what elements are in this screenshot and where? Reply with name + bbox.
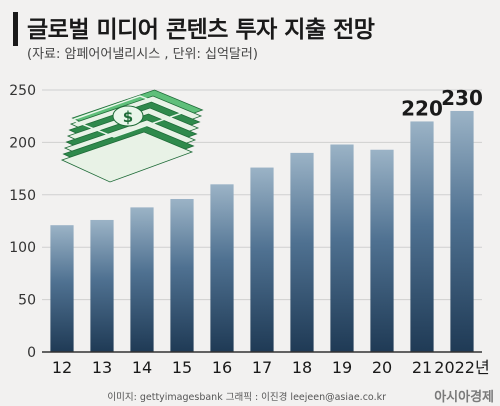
x-tick-label: 14 [132, 358, 152, 377]
bar [210, 184, 234, 352]
image-credit: 이미지: gettyimagesbank 그래픽 : 이진경 leejeen@a… [107, 392, 386, 403]
y-tick-label: 200 [9, 135, 36, 151]
x-tick-label: 19 [332, 358, 352, 377]
money-bill [60, 131, 194, 183]
x-tick-label: 15 [172, 358, 192, 377]
money-stack-icon: $ [60, 89, 204, 183]
brand-logo: 아시아경제 [434, 390, 494, 405]
x-tick-label: 2022년 [434, 358, 489, 377]
bar-chart: $ 0 50 100 150 200 250 12 13 14 15 16 17 18 19 20 21 22… [9, 83, 489, 377]
x-tick-label: 18 [292, 358, 312, 377]
x-tick-label: 20 [372, 358, 392, 377]
data-label: 220 [401, 96, 443, 120]
bar [290, 152, 314, 352]
footer: 이미지: gettyimagesbank 그래픽 : 이진경 leejeen@a… [0, 384, 500, 406]
bar [130, 207, 154, 352]
x-tick-label: 21 [412, 358, 432, 377]
bar [50, 225, 74, 352]
money-bill-border [69, 95, 185, 138]
x-tick-label: 12 [52, 358, 72, 377]
bar [90, 219, 114, 352]
x-tick-label: 16 [212, 358, 232, 377]
bar [410, 121, 434, 352]
y-tick-label: 100 [9, 240, 36, 256]
bar [170, 198, 194, 352]
y-tick-label: 250 [9, 83, 36, 99]
y-tick-label: 150 [9, 188, 36, 204]
data-label: 230 [441, 86, 483, 110]
money-seal [112, 105, 144, 127]
x-tick-label: 13 [92, 358, 112, 377]
dollar-icon: $ [123, 108, 133, 126]
bar [370, 149, 394, 352]
x-tick-label: 17 [252, 358, 272, 377]
y-tick-label: 0 [27, 345, 36, 361]
bar [250, 167, 274, 352]
bar [450, 110, 474, 353]
y-tick-label: 50 [18, 293, 36, 309]
page-title: 글로벌 미디어 콘텐츠 투자 지출 전망 [27, 17, 375, 43]
title-accent-bar [13, 12, 18, 46]
page-subtitle: (자료: 암페어어낼리시스 , 단위: 십억달러) [27, 47, 258, 62]
bar [330, 144, 354, 352]
